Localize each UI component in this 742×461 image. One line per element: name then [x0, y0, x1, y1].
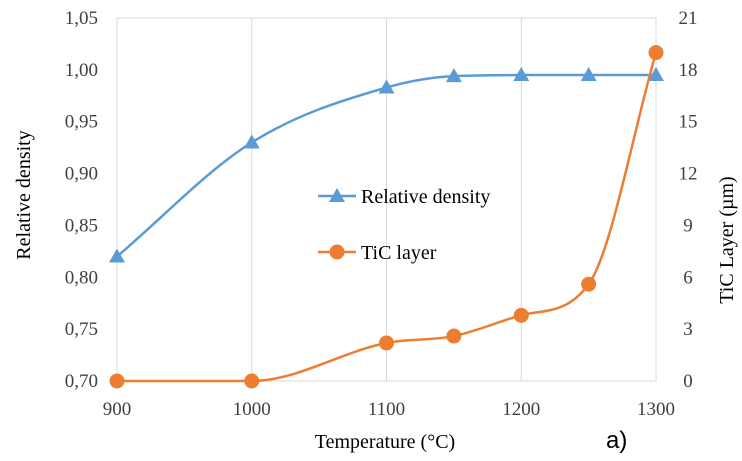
y2-tick-label: 15 [679, 112, 698, 133]
y-tick-label: 0,90 [65, 164, 98, 185]
tick-labels: 900 1000 1100 1200 1300 0,70 0,75 0,80 0,85 0,90 0… [65, 8, 698, 420]
y-tick-label: 0,85 [65, 215, 98, 236]
y2-tick-label: 9 [683, 215, 693, 236]
data-point-relative-density [648, 67, 664, 82]
data-point-tic-layer [109, 373, 125, 389]
legend-label-tic-layer: TiC layer [361, 242, 437, 264]
x-tick-label: 1300 [637, 399, 675, 420]
y2-tick-label: 18 [679, 60, 698, 81]
y-tick-label: 1,05 [65, 8, 98, 29]
data-point-relative-density [378, 79, 395, 94]
legend-marker-triangle [329, 188, 345, 202]
y-tick-label: 0,70 [65, 371, 98, 392]
legend-marker-circle [329, 244, 345, 260]
data-point-relative-density [513, 67, 530, 82]
x-tick-label: 1200 [502, 399, 540, 420]
x-tick-label: 1100 [368, 399, 405, 420]
y2-tick-label: 21 [679, 8, 698, 29]
x-tick-label: 1000 [233, 399, 271, 420]
data-point-relative-density [109, 248, 125, 263]
data-point-relative-density [243, 134, 260, 149]
y-tick-label: 1,00 [65, 60, 98, 81]
x-axis-title: Temperature (°C) [315, 431, 455, 453]
y2-tick-label: 0 [683, 371, 693, 392]
data-point-relative-density [445, 68, 462, 83]
panel-label: a) [606, 427, 627, 454]
series-layer [109, 45, 664, 389]
legend-label-relative-density: Relative density [361, 186, 490, 208]
data-point-tic-layer [513, 307, 529, 323]
y2-tick-label: 3 [683, 319, 693, 340]
data-point-tic-layer [379, 335, 394, 351]
y-tick-label: 0,75 [65, 319, 98, 340]
y-tick-label: 0,95 [65, 112, 98, 133]
legend-item-relative-density: Relative density [318, 186, 490, 208]
data-point-tic-layer [648, 45, 664, 61]
legend: Relative density TiC layer [318, 186, 490, 264]
data-point-relative-density [580, 67, 597, 82]
y2-tick-label: 6 [683, 267, 693, 288]
legend-item-tic-layer: TiC layer [318, 242, 437, 264]
data-point-tic-layer [244, 373, 260, 389]
y2-tick-label: 12 [679, 164, 698, 185]
y2-axis-title: TiC Layer (µm) [716, 176, 738, 303]
y-axis-title: Relative density [13, 130, 35, 259]
x-tick-label: 900 [103, 399, 132, 420]
data-point-tic-layer [446, 328, 462, 344]
y-tick-label: 0,80 [65, 267, 98, 288]
data-point-tic-layer [581, 276, 597, 292]
